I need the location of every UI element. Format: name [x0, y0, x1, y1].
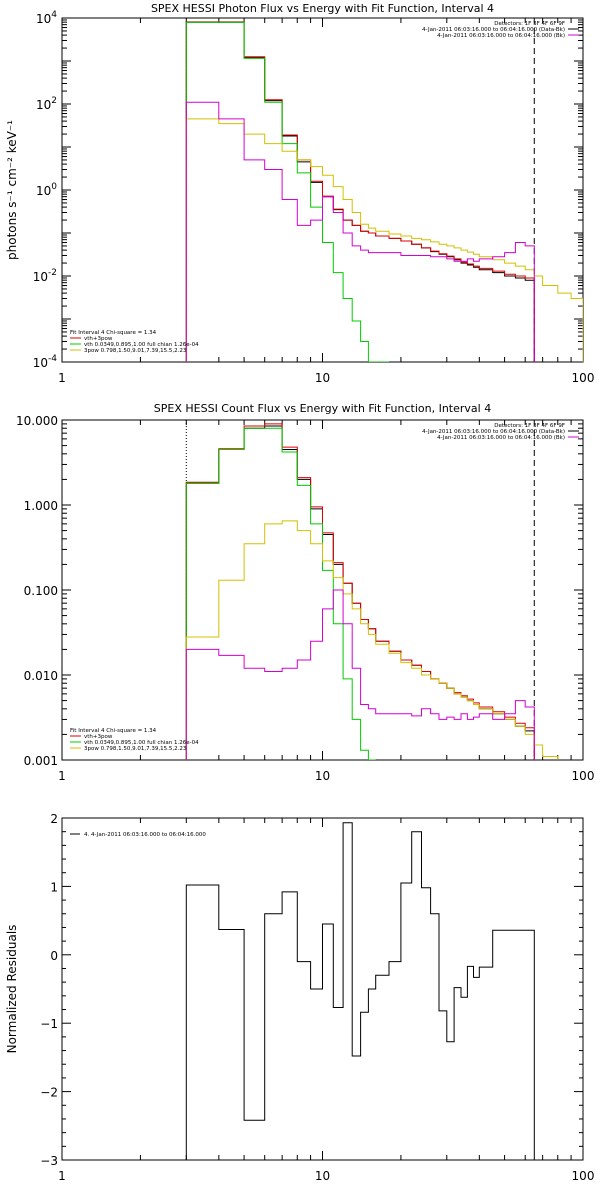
y-tick-label-exponent: 2: [51, 96, 57, 106]
series-line-5: [185, 101, 535, 362]
y-tick-label: 0.001: [24, 754, 58, 768]
legend-top-right-entry: 4-Jan-2011 06:03:16.000 to 06:04:16.000 …: [437, 435, 565, 441]
chart-panel-3: 1 10 100 −3 −2 −1 0 1 2 Normalized Residuals 4. 4-…: [5, 812, 594, 1183]
x-tick-label: 10: [315, 1169, 330, 1183]
plot-frame: [61, 419, 584, 761]
y-tick-label: 10-2: [33, 268, 57, 284]
y-tick-label: 104: [36, 10, 57, 26]
series-group: [185, 423, 559, 760]
x-tick-label: 1: [58, 371, 66, 385]
x-tick-label: 1: [58, 769, 66, 783]
series-line-3: [185, 21, 389, 362]
series-group: [185, 822, 535, 1160]
series-line-1: [185, 425, 535, 760]
series-group: [185, 21, 583, 362]
y-tick-label: 0: [50, 949, 58, 963]
y-tick-label-exponent: 0: [51, 182, 57, 192]
series-line-4: [185, 520, 559, 760]
chart-title: SPEX HESSI Count Flux vs Energy with Fit…: [154, 402, 491, 415]
y-tick-label: −2: [40, 1086, 58, 1100]
y-tick-label-base: 10: [36, 98, 51, 112]
y-tick-label-base: 10: [36, 12, 51, 26]
legend-bottom-left-entry: vth 0.0349,0.895,1.00 full chian 1.26e-0…: [84, 342, 199, 348]
legend-bottom-left-entry: Fit Interval 4 Chi-square = 1.34: [70, 728, 157, 734]
y-tick-label-base: 10: [36, 184, 51, 198]
y-axis-label: photons s⁻¹ cm⁻² keV⁻¹: [5, 120, 19, 260]
legend-top-right-entry: 4-Jan-2011 06:03:16.000 to 06:04:16.000 …: [422, 429, 565, 435]
y-tick-label: −3: [40, 1154, 58, 1168]
legend-bottom-left-entry: vth+3pow: [84, 734, 113, 740]
x-tick-label: 10: [315, 371, 330, 385]
y-tick-label-exponent: -4: [48, 354, 57, 364]
series-line-3: [185, 427, 376, 760]
y-tick-label: 2: [50, 812, 58, 826]
y-tick-label: 100: [36, 182, 57, 198]
legend-bottom-left-entry: Fit Interval 4 Chi-square = 1.34: [70, 330, 157, 336]
series-line-1: [185, 822, 535, 1160]
y-tick-label: 102: [36, 96, 57, 112]
y-tick-label: 10.000: [16, 414, 58, 428]
y-tick-label: 10-4: [33, 354, 58, 370]
series-line-4: [185, 118, 583, 362]
legend-top-right-entry: Detectors: 1F 3F 4F 6F 9F: [494, 423, 565, 429]
series-line-2: [185, 21, 535, 362]
chart-title: SPEX HESSI Photon Flux vs Energy with Fi…: [151, 2, 494, 15]
y-tick-label: 0.010: [24, 669, 58, 683]
legend-bottom-left-entry: vth+3pow: [84, 336, 113, 342]
x-tick-label: 100: [572, 371, 595, 385]
y-tick-label-exponent: -2: [48, 268, 57, 278]
x-tick-label: 10: [315, 769, 330, 783]
y-tick-label: 0.100: [24, 584, 58, 598]
y-tick-label: 1.000: [24, 499, 58, 513]
chart-panel-1: SPEX HESSI Photon Flux vs Energy with Fi…: [5, 2, 594, 385]
x-tick-label: 100: [572, 1169, 595, 1183]
y-axis-label: Normalized Residuals: [5, 925, 19, 1054]
legend-top-right-entry: Detectors: 1F 3F 4F 6F 9F: [494, 21, 565, 27]
y-tick-label-base: 10: [33, 270, 48, 284]
legend-top-right-entry: 4-Jan-2011 06:03:16.000 to 06:04:16.000 …: [437, 33, 565, 39]
chart-panel-2: SPEX HESSI Count Flux vs Energy with Fit…: [16, 402, 594, 783]
series-line-1: [185, 21, 535, 362]
y-tick-label-exponent: 4: [51, 10, 57, 20]
legend-bottom-left-entry: vth 0.0349,0.895,1.00 full chian 1.26e-0…: [84, 740, 199, 746]
y-tick-label: 1: [50, 880, 58, 894]
legend-bottom-left-entry: 3pow 0.798,1.50,9.01,7.39,15.5,2.23: [84, 348, 187, 354]
series-line-5: [185, 589, 535, 760]
legend-bottom-left-entry: 3pow 0.798,1.50,9.01,7.39,15.5,2.23: [84, 746, 187, 752]
legend-top-right-entry: 4-Jan-2011 06:03:16.000 to 06:04:16.000 …: [422, 27, 565, 33]
y-tick-label-base: 10: [33, 356, 48, 370]
series-line-2: [185, 423, 535, 760]
legend-top-left-entry: 4. 4-Jan-2011 06:03:16.000 to 06:04:16.0…: [84, 832, 206, 838]
y-tick-label: −1: [40, 1017, 58, 1031]
x-tick-label: 1: [58, 1169, 66, 1183]
x-tick-label: 100: [572, 769, 595, 783]
